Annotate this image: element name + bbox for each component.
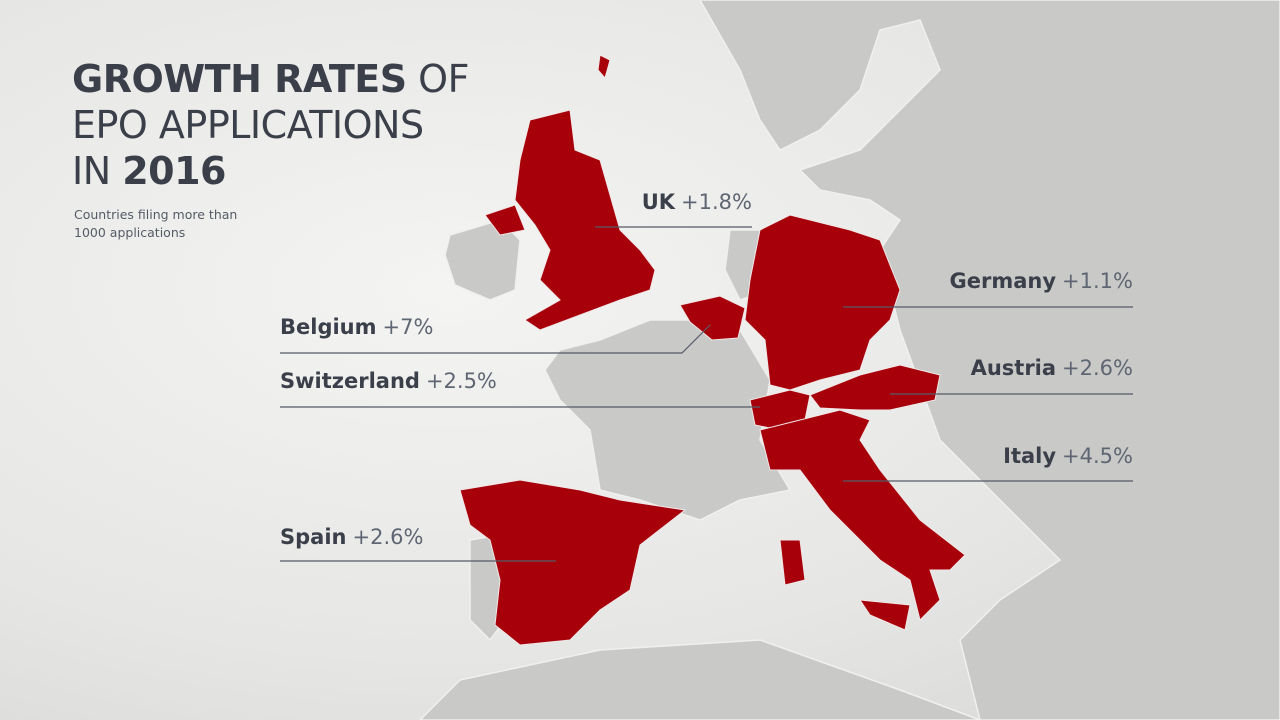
northern-ireland (484, 204, 526, 236)
country-label: Italy +4.5% (1003, 444, 1133, 468)
leader-belgium (280, 324, 711, 354)
eastern-europe (699, 0, 1280, 720)
country-label: Belgium +7% (280, 315, 433, 339)
country-label: Switzerland +2.5% (280, 369, 497, 393)
austria (809, 364, 941, 411)
sardinia (779, 539, 806, 586)
country-name: Austria (970, 356, 1057, 380)
country-label: UK +1.8% (642, 190, 752, 214)
growth-rate: +1.8% (681, 190, 752, 214)
spain (459, 479, 687, 646)
growth-rate: +2.6% (352, 525, 424, 549)
country-name: Switzerland (280, 369, 420, 393)
uk (514, 109, 656, 331)
growth-rate: +7% (382, 315, 434, 339)
germany (744, 214, 901, 391)
title-light: IN (72, 149, 123, 193)
country-name: Spain (280, 525, 347, 549)
subtitle-line: Countries filing more than (74, 207, 238, 222)
title-bold: GROWTH RATES (72, 57, 407, 101)
country-name: Belgium (280, 315, 377, 339)
growth-rate: +2.6% (1062, 356, 1133, 380)
subtitle: Countries filing more than 1000 applicat… (74, 206, 237, 242)
highlighted-countries (459, 54, 966, 646)
country-name: Italy (1003, 444, 1057, 468)
country-label: Spain +2.6% (280, 525, 423, 549)
italy (759, 409, 966, 621)
growth-rate: +4.5% (1062, 444, 1133, 468)
title-light: EPO APPLICATIONS (72, 103, 424, 147)
country-name: Germany (949, 269, 1057, 293)
subtitle-line: 1000 applications (74, 225, 186, 240)
shetland (597, 54, 611, 80)
france (544, 319, 792, 521)
belgium (679, 295, 746, 341)
title-bold: 2016 (122, 149, 226, 193)
growth-rate: +2.5% (425, 369, 497, 393)
sicily (858, 599, 911, 631)
leader-lines (280, 226, 1133, 562)
country-name: UK (641, 190, 676, 214)
country-label: Germany +1.1% (950, 269, 1133, 293)
land (418, 0, 1280, 720)
growth-rate: +1.1% (1062, 269, 1133, 293)
north-africa (418, 639, 981, 720)
title: GROWTH RATES OF EPO APPLICATIONS IN 2016 (72, 56, 469, 194)
title-light: OF (406, 57, 469, 101)
country-label: Austria +2.6% (971, 356, 1133, 380)
